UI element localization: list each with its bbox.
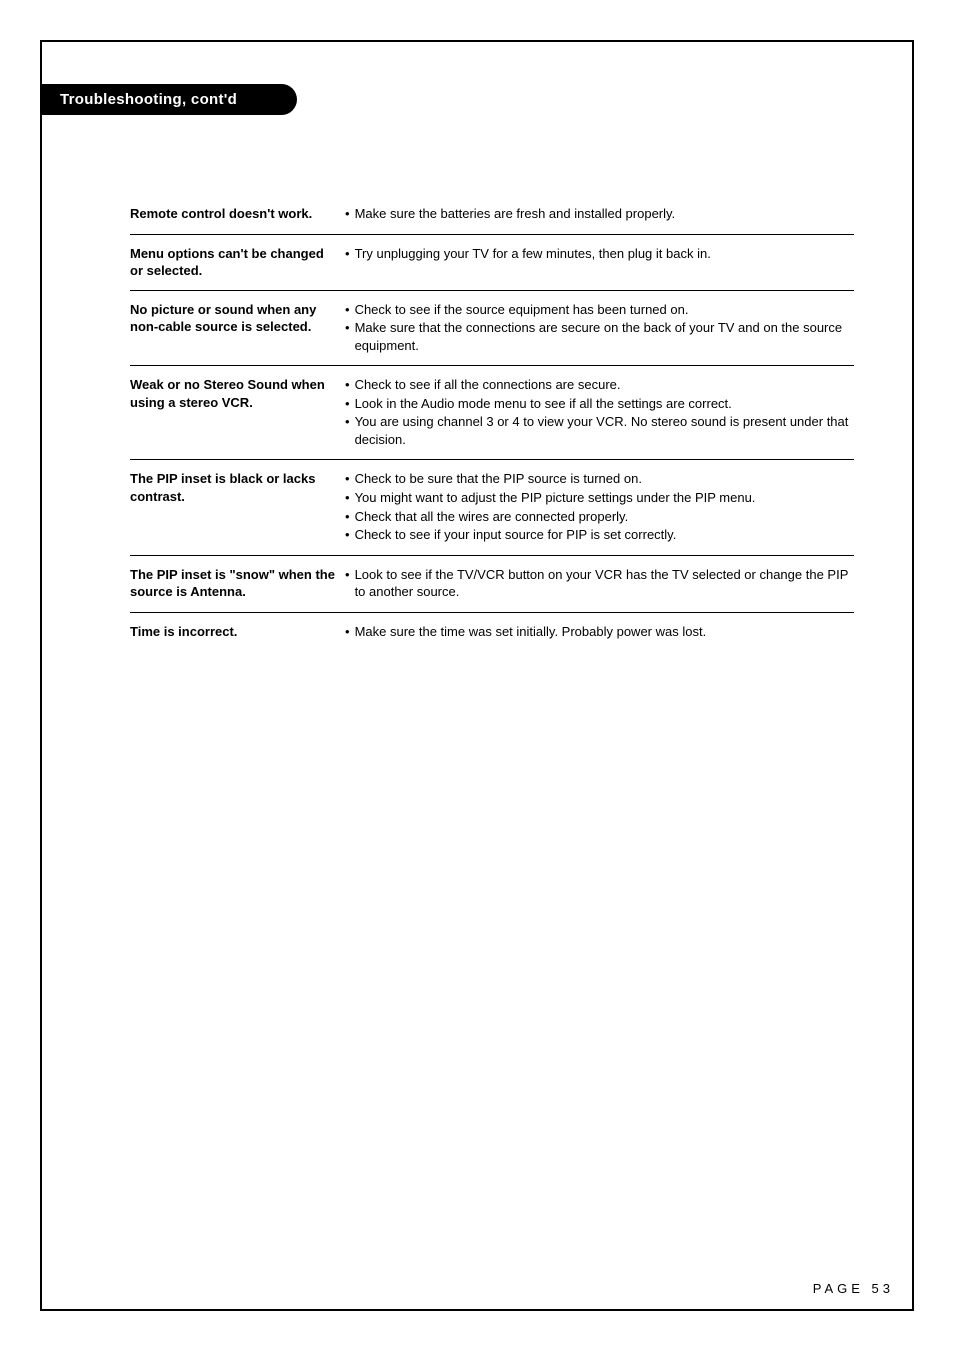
solution-text: Check to see if your input source for PI…	[355, 526, 854, 544]
solution-text: Check that all the wires are connected p…	[355, 508, 854, 526]
solution-item: • Look in the Audio mode menu to see if a…	[345, 395, 854, 413]
solution-text: Try unplugging your TV for a few minutes…	[355, 245, 854, 263]
problem-text: Time is incorrect.	[130, 623, 345, 642]
solution-item: • You might want to adjust the PIP pictur…	[345, 489, 854, 507]
bullet-icon: •	[345, 301, 350, 319]
solution-text: Make sure the batteries are fresh and in…	[355, 205, 854, 223]
table-row: Remote control doesn't work.• Make sure t…	[130, 195, 854, 235]
bullet-icon: •	[345, 566, 350, 601]
page-number-text: PAGE 53	[813, 1281, 894, 1296]
solution-text: Check to see if the source equipment has…	[355, 301, 854, 319]
table-row: No picture or sound when any non-cable s…	[130, 291, 854, 367]
bullet-icon: •	[345, 395, 350, 413]
bullet-icon: •	[345, 376, 350, 394]
problem-text: The PIP inset is "snow" when the source …	[130, 566, 345, 602]
bullet-icon: •	[345, 508, 350, 526]
solution-item: •You are using channel 3 or 4 to view yo…	[345, 413, 854, 448]
solution-item: • Check to see if all the connections are…	[345, 376, 854, 394]
section-title: Troubleshooting, cont'd	[60, 91, 237, 108]
solution-text: Look to see if the TV/VCR button on your…	[355, 566, 854, 601]
problem-text: The PIP inset is black or lacks contrast…	[130, 470, 345, 544]
solution-column: • Make sure the batteries are fresh and i…	[345, 205, 854, 224]
problem-text: Menu options can't be changed or selecte…	[130, 245, 345, 280]
table-row: The PIP inset is "snow" when the source …	[130, 556, 854, 613]
solution-item: •Make sure that the connections are secu…	[345, 319, 854, 354]
solution-text: Look in the Audio mode menu to see if al…	[355, 395, 854, 413]
solution-item: • Check to see if the source equipment ha…	[345, 301, 854, 319]
troubleshooting-table: Remote control doesn't work.•Make sure t…	[130, 195, 854, 651]
solution-column: •Look to see if the TV/VCR button on you…	[345, 566, 854, 602]
solution-item: • Check to see if your input source for P…	[345, 526, 854, 544]
problem-text: Weak or no Stereo Sound when using a ste…	[130, 376, 345, 449]
solution-text: You are using channel 3 or 4 to view you…	[355, 413, 854, 448]
section-header: Troubleshooting, cont'd	[40, 84, 297, 115]
bullet-icon: •	[345, 623, 350, 641]
solution-text: Make sure the time was set initially. Pr…	[355, 623, 854, 641]
bullet-icon: •	[345, 205, 350, 223]
solution-item: •Look to see if the TV/VCR button on you…	[345, 566, 854, 601]
solution-text: Check to see if all the connections are …	[355, 376, 854, 394]
bullet-icon: •	[345, 526, 350, 544]
solution-column: • Check to see if all the connections are…	[345, 376, 854, 449]
solution-column: • Check to see if the source equipment ha…	[345, 301, 854, 356]
problem-text: No picture or sound when any non-cable s…	[130, 301, 345, 356]
solution-column: • Try unplugging your TV for a few minute…	[345, 245, 854, 280]
bullet-icon: •	[345, 489, 350, 507]
solution-item: • Check that all the wires are connected …	[345, 508, 854, 526]
table-row: The PIP inset is black or lacks contrast…	[130, 460, 854, 555]
bullet-icon: •	[345, 413, 350, 448]
solution-item: • Try unplugging your TV for a few minute…	[345, 245, 854, 263]
solution-column: • Check to be sure that the PIP source is…	[345, 470, 854, 544]
solution-text: Check to be sure that the PIP source is …	[355, 470, 854, 488]
solution-item: • Make sure the batteries are fresh and i…	[345, 205, 854, 223]
table-row: Time is incorrect.• Make sure the time wa…	[130, 613, 854, 652]
solution-text: You might want to adjust the PIP picture…	[355, 489, 854, 507]
page-number: PAGE 53	[813, 1281, 894, 1296]
table-row: Weak or no Stereo Sound when using a ste…	[130, 366, 854, 460]
table-row: Menu options can't be changed or selecte…	[130, 235, 854, 291]
solution-column: • Make sure the time was set initially. P…	[345, 623, 854, 642]
bullet-icon: •	[345, 470, 350, 488]
solution-item: • Make sure the time was set initially. P…	[345, 623, 854, 641]
solution-item: • Check to be sure that the PIP source is…	[345, 470, 854, 488]
solution-text: Make sure that the connections are secur…	[355, 319, 854, 354]
bullet-icon: •	[345, 319, 350, 354]
problem-text: Remote control doesn't work.	[130, 205, 345, 224]
bullet-icon: •	[345, 245, 350, 263]
